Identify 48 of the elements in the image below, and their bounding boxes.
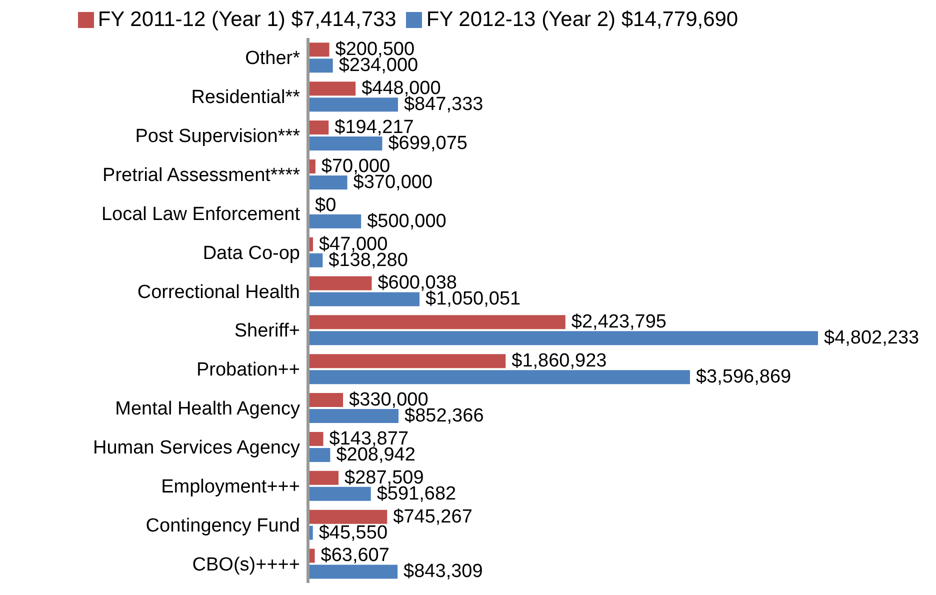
bar bbox=[308, 354, 506, 368]
data-label: $3,596,869 bbox=[696, 366, 792, 388]
bar bbox=[308, 175, 348, 190]
y-tick-label: Correctional Health bbox=[137, 282, 300, 303]
y-tick-label: CBO(s)++++ bbox=[192, 554, 300, 576]
bar bbox=[308, 331, 818, 346]
bar bbox=[308, 370, 690, 384]
bar bbox=[308, 136, 382, 151]
data-label: $45,550 bbox=[318, 522, 388, 544]
y-tick-label: Residential** bbox=[191, 87, 301, 108]
bar bbox=[308, 82, 356, 96]
bar bbox=[308, 120, 329, 135]
data-label: $745,267 bbox=[393, 506, 472, 528]
data-label: $2,423,795 bbox=[571, 312, 666, 333]
y-tick-label: Other* bbox=[245, 48, 301, 70]
data-label: $4,802,233 bbox=[824, 328, 920, 349]
legend-label: FY 2012-13 (Year 2) $14,779,690 bbox=[426, 8, 738, 31]
y-tick-label: Data Co-op bbox=[202, 242, 300, 264]
y-tick-label: Post Supervision*** bbox=[135, 126, 301, 148]
data-label: $63,607 bbox=[320, 545, 390, 566]
y-tick-label: Employment+++ bbox=[161, 476, 300, 498]
bar bbox=[308, 214, 362, 228]
data-label: $0 bbox=[315, 194, 336, 216]
y-tick-label: Probation++ bbox=[196, 360, 300, 381]
bar bbox=[308, 409, 399, 424]
bar bbox=[308, 448, 330, 462]
bar bbox=[308, 58, 333, 73]
bar bbox=[308, 564, 398, 579]
bar bbox=[308, 470, 339, 485]
bar bbox=[308, 292, 420, 306]
bar bbox=[308, 510, 388, 524]
data-label: $1,860,923 bbox=[512, 350, 607, 372]
bar bbox=[308, 393, 344, 408]
y-tick-label: Sheriff+ bbox=[234, 320, 300, 342]
bar bbox=[308, 432, 324, 446]
y-tick-label: Human Services Agency bbox=[93, 437, 300, 458]
bar bbox=[308, 98, 398, 112]
data-label: $843,309 bbox=[404, 561, 483, 582]
y-tick-label: Local Law Enforcement bbox=[101, 204, 301, 225]
bar bbox=[308, 42, 330, 57]
y-tick-label: Mental Health Agency bbox=[115, 398, 300, 420]
bar bbox=[308, 276, 372, 290]
y-tick-label: Contingency Fund bbox=[146, 515, 300, 536]
bar bbox=[308, 486, 371, 501]
legend-label: FY 2011-12 (Year 1) $7,414,733 bbox=[98, 8, 396, 31]
y-tick-label: Pretrial Assessment**** bbox=[102, 164, 301, 186]
bar bbox=[308, 315, 566, 330]
data-label: $500,000 bbox=[367, 210, 446, 232]
